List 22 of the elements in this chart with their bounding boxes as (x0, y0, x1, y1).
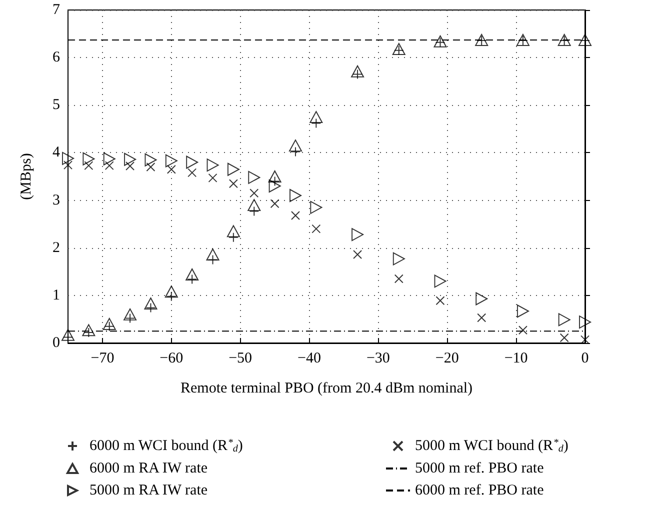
y-tick-label: 5 (52, 97, 60, 114)
x-tick-label: −60 (160, 350, 184, 366)
y-tick-label: 1 (52, 287, 60, 304)
x-tick-label: −50 (228, 350, 252, 366)
x-tick-label: −30 (366, 350, 390, 366)
y-tick-label: 7 (52, 2, 60, 18)
y-axis-title: (MBps) (18, 153, 34, 200)
x-tick-label: −20 (435, 350, 459, 366)
x-tick-label: 0 (581, 350, 589, 366)
y-tick-label: 0 (52, 335, 60, 351)
legend-label: 6000 m RA IW rate (90, 460, 208, 476)
x-tick-label: −70 (90, 350, 114, 366)
y-tick-label: 2 (52, 240, 60, 256)
y-tick-label: 4 (52, 144, 60, 161)
x-axis-title: Remote terminal PBO (from 20.4 dBm nominal) (180, 380, 473, 396)
legend-label: 6000 m ref. PBO rate (415, 482, 544, 498)
x-tick-label: −10 (504, 350, 528, 366)
y-tick-label: 6 (52, 50, 60, 66)
x-tick-label: −40 (298, 350, 321, 366)
legend-label: 5000 m RA IW rate (90, 482, 208, 498)
y-tick-label: 3 (52, 192, 60, 208)
legend-label: 5000 m ref. PBO rate (415, 460, 544, 476)
